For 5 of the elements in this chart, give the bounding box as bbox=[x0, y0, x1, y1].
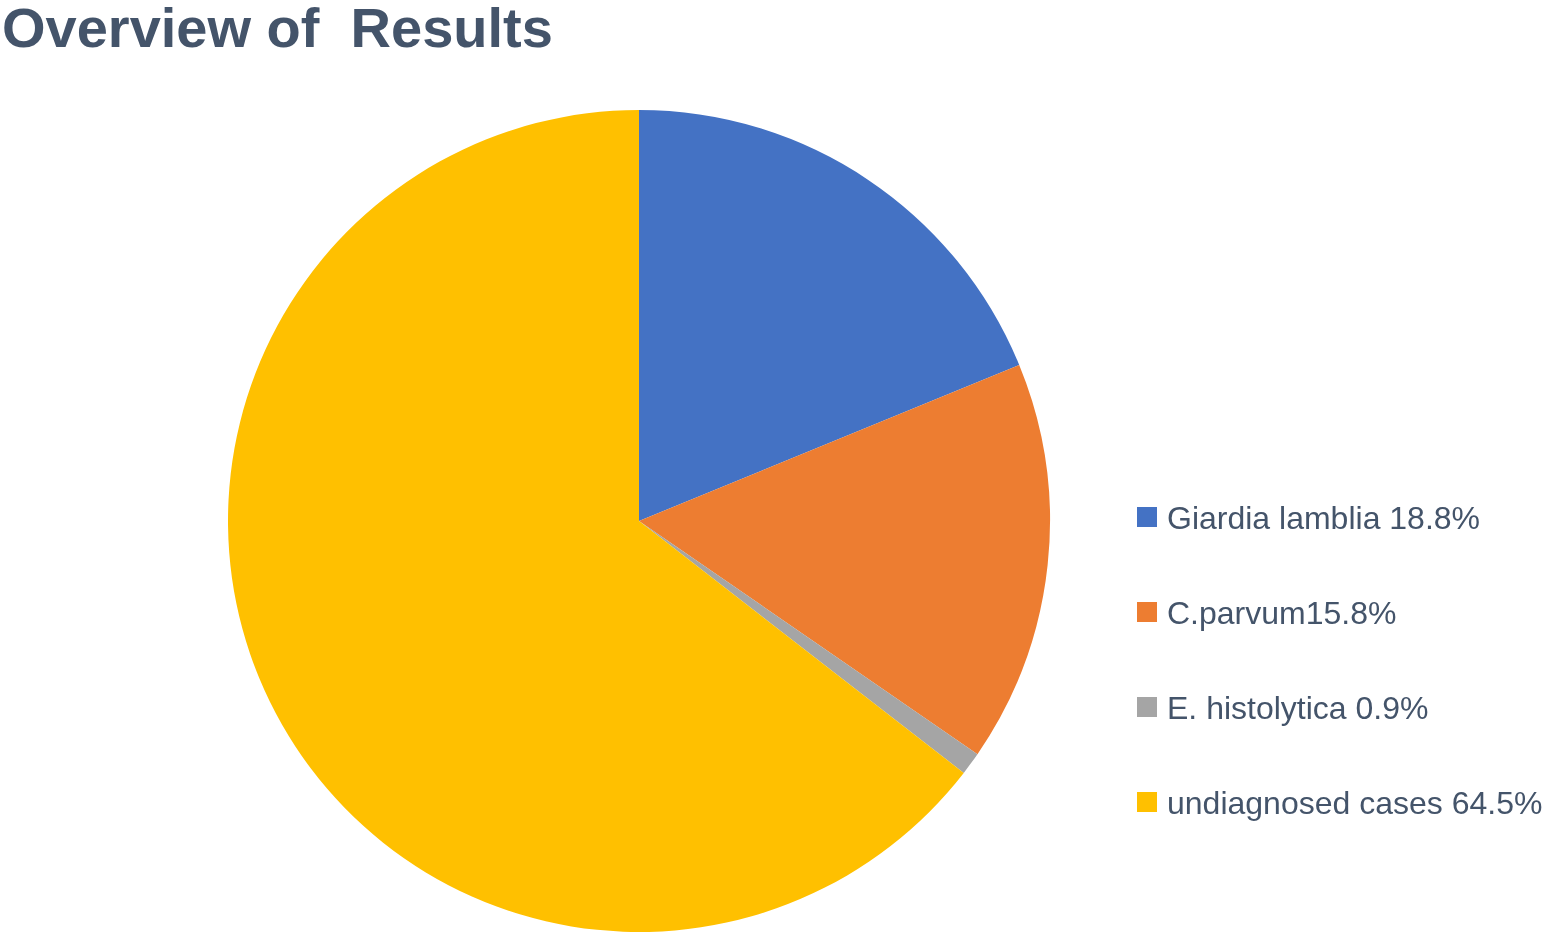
legend-label: Giardia lamblia 18.8% bbox=[1167, 500, 1481, 536]
legend-label: C.parvum15.8% bbox=[1167, 595, 1397, 631]
legend-label: E. histolytica 0.9% bbox=[1167, 690, 1429, 726]
legend-label: undiagnosed cases 64.5% bbox=[1167, 785, 1543, 821]
chart-title: Overview of Results bbox=[2, 0, 553, 59]
